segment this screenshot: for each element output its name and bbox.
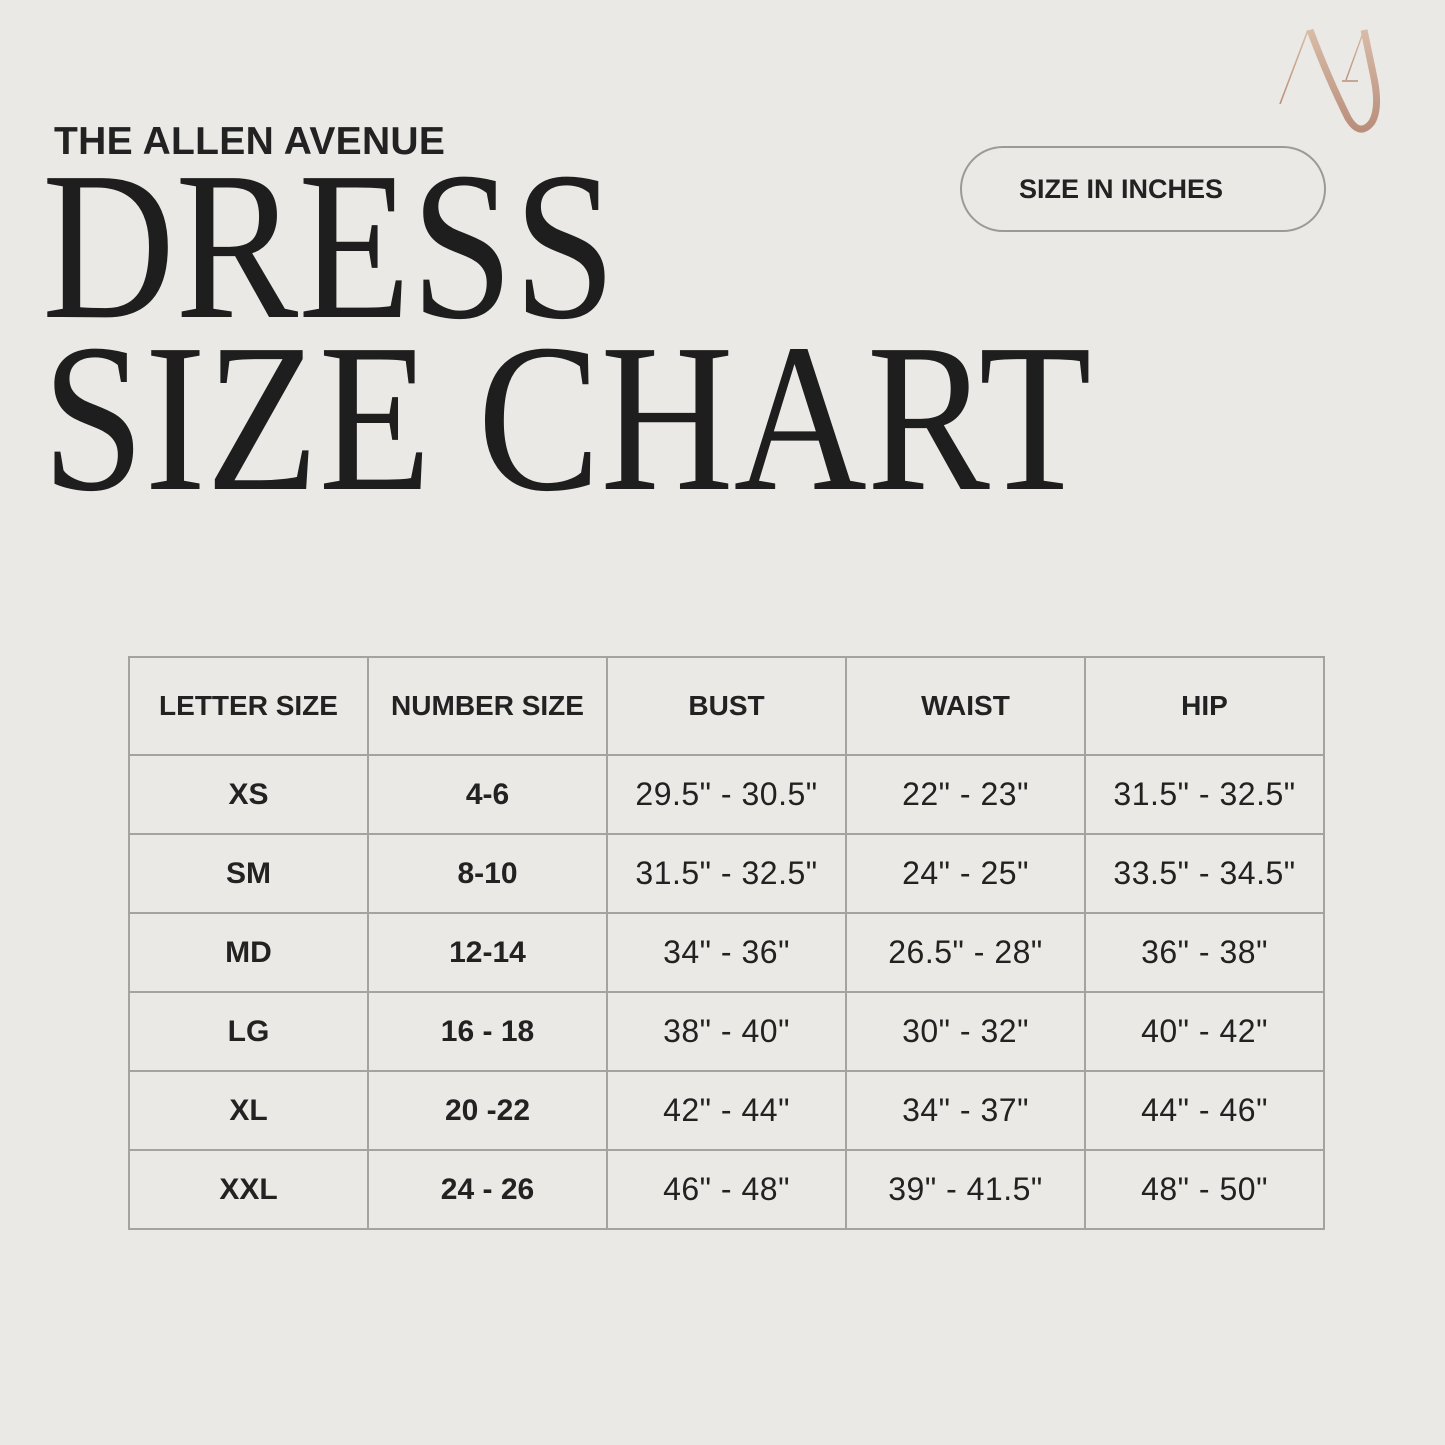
header-waist: WAIST xyxy=(845,656,1086,756)
table-row: XS 4-6 29.5" - 30.5" 22" - 23" 31.5" - 32.5" xyxy=(128,754,1325,835)
table-row: XXL 24 - 26 46" - 48" 39" - 41.5" 48" - 50" xyxy=(128,1149,1325,1230)
cell-waist: 34" - 37" xyxy=(845,1070,1086,1151)
size-table: LETTER SIZE NUMBER SIZE BUST WAIST HIP X… xyxy=(128,656,1325,1230)
table-row: MD 12-14 34" - 36" 26.5" - 28" 36" - 38" xyxy=(128,912,1325,993)
cell-bust: 46" - 48" xyxy=(606,1149,847,1230)
cell-number-size: 8-10 xyxy=(367,833,608,914)
cell-bust: 38" - 40" xyxy=(606,991,847,1072)
cell-hip: 31.5" - 32.5" xyxy=(1084,754,1325,835)
cell-letter-size: XS xyxy=(128,754,369,835)
cell-number-size: 16 - 18 xyxy=(367,991,608,1072)
cell-letter-size: LG xyxy=(128,991,369,1072)
cell-hip: 40" - 42" xyxy=(1084,991,1325,1072)
table-row: LG 16 - 18 38" - 40" 30" - 32" 40" - 42" xyxy=(128,991,1325,1072)
cell-hip: 44" - 46" xyxy=(1084,1070,1325,1151)
cell-waist: 26.5" - 28" xyxy=(845,912,1086,993)
cell-number-size: 4-6 xyxy=(367,754,608,835)
table-row: XL 20 -22 42" - 44" 34" - 37" 44" - 46" xyxy=(128,1070,1325,1151)
header-number-size: NUMBER SIZE xyxy=(367,656,608,756)
cell-hip: 48" - 50" xyxy=(1084,1149,1325,1230)
cell-hip: 36" - 38" xyxy=(1084,912,1325,993)
brand-logo-icon xyxy=(1274,28,1381,133)
cell-number-size: 20 -22 xyxy=(367,1070,608,1151)
page-title-line2: SIZE CHART xyxy=(42,300,1092,535)
cell-letter-size: SM xyxy=(128,833,369,914)
header-letter-size: LETTER SIZE xyxy=(128,656,369,756)
cell-waist: 24" - 25" xyxy=(845,833,1086,914)
brand-name: THE ALLEN AVENUE xyxy=(54,120,446,163)
page-title-line1: DRESS xyxy=(42,128,617,363)
cell-bust: 42" - 44" xyxy=(606,1070,847,1151)
cell-letter-size: XXL xyxy=(128,1149,369,1230)
cell-hip: 33.5" - 34.5" xyxy=(1084,833,1325,914)
cell-waist: 22" - 23" xyxy=(845,754,1086,835)
cell-bust: 34" - 36" xyxy=(606,912,847,993)
unit-badge-label: SIZE IN INCHES xyxy=(1019,174,1224,204)
table-row: SM 8-10 31.5" - 32.5" 24" - 25" 33.5" - 34.5… xyxy=(128,833,1325,914)
cell-letter-size: XL xyxy=(128,1070,369,1151)
cell-letter-size: MD xyxy=(128,912,369,993)
header-hip: HIP xyxy=(1084,656,1325,756)
cell-number-size: 12-14 xyxy=(367,912,608,993)
table-header-row: LETTER SIZE NUMBER SIZE BUST WAIST HIP xyxy=(128,656,1325,756)
cell-waist: 30" - 32" xyxy=(845,991,1086,1072)
cell-bust: 29.5" - 30.5" xyxy=(606,754,847,835)
unit-badge: SIZE IN INCHES xyxy=(960,146,1326,232)
cell-waist: 39" - 41.5" xyxy=(845,1149,1086,1230)
cell-number-size: 24 - 26 xyxy=(367,1149,608,1230)
header-bust: BUST xyxy=(606,656,847,756)
cell-bust: 31.5" - 32.5" xyxy=(606,833,847,914)
